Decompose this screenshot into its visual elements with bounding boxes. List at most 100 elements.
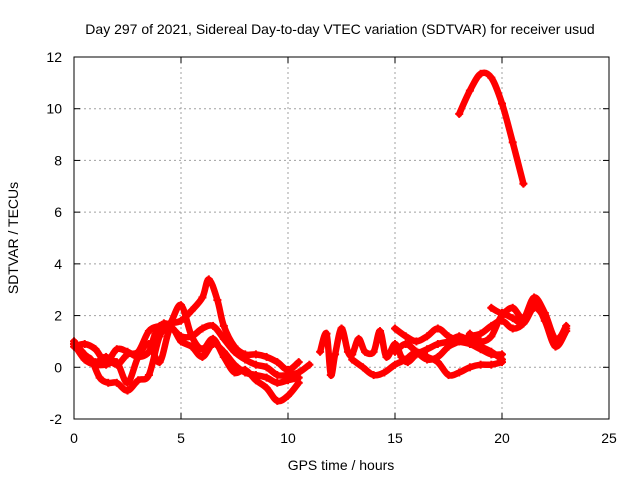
y-axis-label: SDTVAR / TECUs: [5, 182, 21, 294]
data-point-marker: [401, 355, 410, 364]
tick-labels: 0 5 10 15 20 25 -2 0 2 4 6 8 10 12: [46, 49, 617, 446]
data-point-marker: [166, 324, 175, 333]
data-point-marker: [187, 332, 196, 341]
data-point-marker: [508, 138, 517, 147]
ticks: [73, 56, 610, 420]
x-tick-label: 20: [494, 430, 510, 446]
data-point-marker: [187, 306, 196, 315]
data-point-marker: [91, 345, 100, 354]
data-point-marker: [376, 327, 385, 336]
data-point-marker: [230, 347, 239, 356]
data-point-marker: [508, 314, 517, 323]
y-tick-label: -2: [50, 411, 63, 427]
data-point-marker: [412, 347, 421, 356]
data-point-marker: [198, 293, 207, 302]
data-point-marker: [198, 324, 207, 333]
data-point-marker: [401, 332, 410, 341]
data-point-marker: [476, 329, 485, 338]
data-point-marker: [262, 352, 271, 361]
y-tick-label: 2: [54, 308, 62, 324]
y-tick-label: 12: [46, 49, 62, 65]
data-point-marker: [519, 179, 528, 188]
data-point-marker: [187, 342, 196, 351]
data-point-marker: [322, 329, 331, 338]
data-point-marker: [112, 378, 121, 387]
x-tick-label: 10: [280, 430, 296, 446]
data-point-marker: [391, 324, 399, 333]
data-point-marker: [251, 371, 260, 380]
data-point-marker: [204, 275, 213, 284]
y-tick-label: 4: [54, 256, 62, 272]
data-point-marker: [487, 303, 496, 312]
data-point-marker: [209, 340, 218, 349]
data-point-marker: [273, 358, 282, 367]
series-track-11: [455, 69, 527, 187]
data-point-marker: [123, 378, 132, 387]
data-point-marker: [498, 99, 506, 108]
data-point-marker: [498, 308, 506, 317]
y-tick-label: 8: [54, 152, 62, 168]
data-point-marker: [476, 345, 485, 354]
data-point-marker: [219, 321, 228, 330]
data-point-marker: [155, 332, 164, 341]
data-point-marker: [123, 386, 132, 395]
data-point-marker: [369, 371, 378, 380]
data-point-marker: [476, 360, 485, 369]
data-point-marker: [219, 334, 228, 343]
data-point-marker: [273, 378, 282, 387]
data-point-marker: [476, 337, 485, 346]
data-point-marker: [123, 347, 132, 356]
data-point-marker: [487, 332, 496, 341]
data-point-marker: [519, 314, 528, 323]
data-point-marker: [337, 324, 346, 333]
data-point-marker: [284, 391, 292, 400]
data-point-marker: [134, 376, 143, 385]
x-tick-label: 15: [387, 430, 403, 446]
data-point-marker: [562, 324, 571, 333]
data-point-marker: [498, 358, 506, 367]
data-point-marker: [391, 340, 399, 349]
data-point-marker: [213, 296, 222, 305]
data-point-marker: [465, 329, 474, 338]
data-point-marker: [465, 340, 474, 349]
y-tick-label: 6: [54, 204, 62, 220]
data-point-marker: [455, 368, 464, 377]
data-point-marker: [294, 358, 303, 367]
data-point-marker: [80, 340, 89, 349]
data-point-marker: [391, 347, 399, 356]
data-point-marker: [294, 373, 303, 382]
data-point-marker: [433, 324, 442, 333]
data-point-marker: [144, 371, 153, 380]
chart-title: Day 297 of 2021, Sidereal Day-to-day VTE…: [85, 21, 594, 37]
data-point-marker: [498, 350, 506, 359]
data-point-marker: [401, 340, 410, 349]
data-point-marker: [433, 358, 442, 367]
data-point-marker: [251, 350, 260, 359]
data-point-marker: [273, 371, 282, 380]
data-point-marker: [251, 360, 260, 369]
data-point-marker: [540, 308, 549, 317]
y-tick-label: 0: [54, 359, 62, 375]
data-point-marker: [241, 355, 250, 364]
data-point-marker: [209, 321, 218, 330]
data-point-marker: [382, 352, 391, 361]
data-point-marker: [102, 360, 111, 369]
data-point-marker: [104, 378, 113, 387]
data-point-marker: [444, 371, 453, 380]
data-point-marker: [391, 360, 399, 369]
data-point-marker: [134, 352, 143, 361]
data-point-marker: [80, 355, 89, 364]
data-point-marker: [241, 368, 250, 377]
data-point-marker: [348, 355, 357, 364]
x-tick-label: 0: [70, 430, 78, 446]
data-point-marker: [487, 350, 496, 359]
data-point-marker: [316, 347, 325, 356]
data-point-marker: [433, 340, 442, 349]
y-tick-label: 10: [46, 101, 62, 117]
data-point-marker: [423, 345, 432, 354]
data-point-marker: [343, 347, 352, 356]
data-point-marker: [361, 347, 370, 356]
x-tick-label: 25: [601, 430, 617, 446]
series-group: [70, 69, 571, 405]
